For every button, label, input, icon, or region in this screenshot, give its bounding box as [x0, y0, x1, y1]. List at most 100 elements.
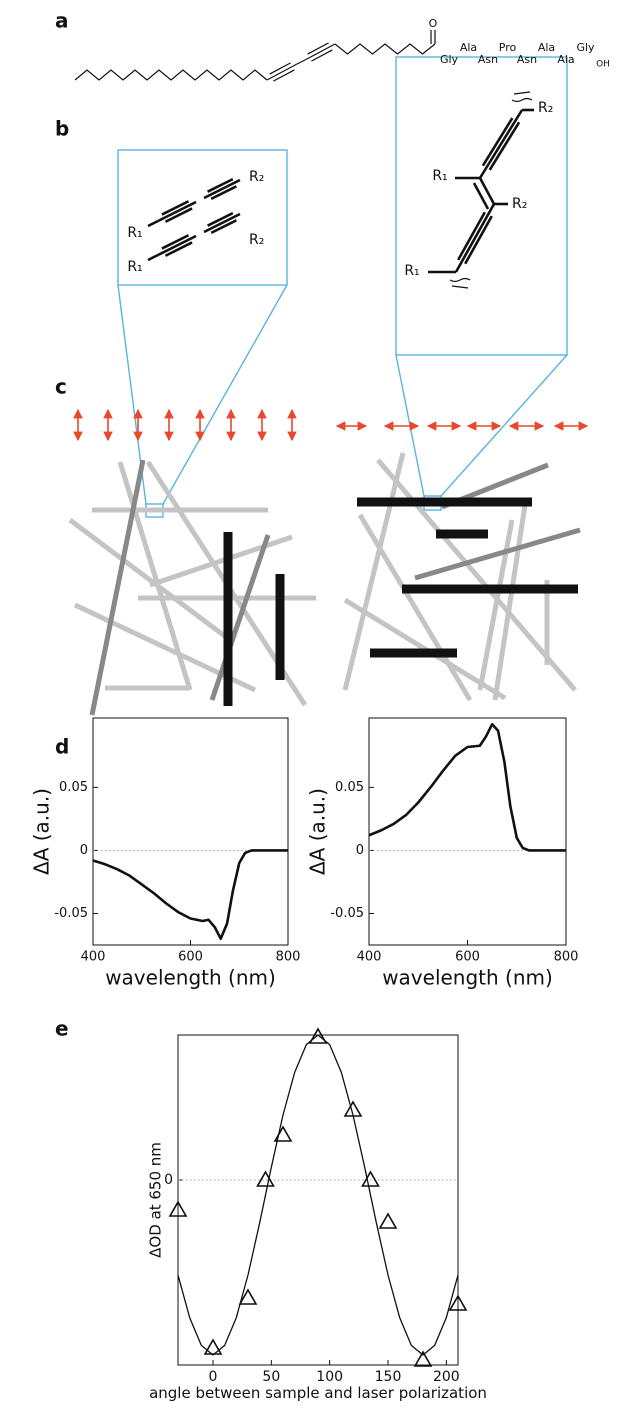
bond — [147, 219, 159, 228]
panel-label: b — [55, 117, 69, 141]
chart: 400 600 800 -0.05 0 0.05 wavelength (nm) ΔA (a.… — [30, 717, 301, 990]
fibers — [68, 452, 581, 716]
substituent-label: R₁ — [432, 168, 447, 184]
x-tick-label: 0 — [209, 1369, 218, 1385]
x-axis-label: angle between sample and laser polarizat… — [149, 1384, 487, 1402]
x-tick-label: 600 — [178, 950, 203, 965]
polarization-arrows — [73, 408, 589, 442]
bond — [207, 211, 234, 227]
y-tick-label: 0 — [80, 843, 88, 858]
residue-label: Asn — [478, 53, 498, 66]
wavy-bond — [511, 91, 533, 103]
data-point — [343, 1100, 363, 1117]
bond — [164, 207, 193, 223]
data-point — [256, 1170, 275, 1187]
bond — [481, 117, 514, 167]
bond — [203, 178, 241, 200]
substituent-label: R₂ — [249, 232, 264, 248]
data-line — [93, 849, 288, 940]
panel-label: d — [55, 735, 69, 759]
y-axis-label: ΔOD at 650 nm — [147, 1142, 165, 1258]
data-line — [178, 1035, 458, 1356]
x-tick-label: 800 — [276, 950, 301, 965]
residue-label: Asn — [517, 53, 537, 66]
panel-label: a — [55, 9, 69, 33]
bond — [273, 69, 295, 82]
y-tick-label: 0 — [356, 843, 364, 858]
data-point — [413, 1350, 433, 1367]
data-point — [361, 1170, 380, 1187]
atom-label: O — [429, 17, 438, 30]
residue-label: Gly — [440, 53, 459, 66]
x-tick-label: 400 — [357, 950, 382, 965]
bond — [478, 109, 524, 179]
y-axis-label: ΔA (a.u.) — [30, 788, 54, 875]
chart: 400 600 800 -0.05 0 0.05 wavelength (nm) ΔA (a.… — [306, 717, 579, 990]
x-tick-label: 800 — [554, 950, 579, 965]
substituent-label: R₁ — [404, 263, 419, 279]
y-tick-label: 0.05 — [335, 780, 364, 795]
x-tick-label: 400 — [81, 950, 106, 965]
bond — [161, 200, 190, 216]
plot-frame — [368, 717, 567, 946]
bond — [334, 43, 436, 55]
bond — [157, 234, 197, 257]
data-line — [369, 723, 566, 852]
y-tick-label: -0.05 — [330, 906, 364, 921]
bond — [210, 185, 237, 201]
plot-frame — [92, 717, 289, 946]
bond — [164, 241, 193, 257]
residue-label: Ala — [460, 41, 477, 54]
x-tick-label: 200 — [433, 1369, 460, 1385]
data-point — [273, 1125, 293, 1142]
residue-label: Ala — [538, 41, 555, 54]
bond — [304, 43, 336, 61]
panel-label: e — [55, 1017, 69, 1041]
substituent-label: R₂ — [249, 169, 264, 185]
residue-label: Pro — [499, 41, 517, 54]
terminus-label: OH — [596, 60, 610, 70]
data-point — [168, 1200, 188, 1217]
data-point — [308, 1027, 328, 1044]
substituent-label: R₁ — [127, 225, 142, 241]
x-axis-label: wavelength (nm) — [105, 966, 276, 990]
substituent-label: R₂ — [512, 196, 527, 212]
y-axis-label: ΔA (a.u.) — [306, 788, 330, 875]
zoom-box — [117, 56, 568, 518]
y-tick-label: 0 — [164, 1172, 173, 1188]
bond — [457, 211, 486, 261]
bond — [464, 215, 493, 265]
bond — [454, 203, 496, 273]
data-point — [378, 1212, 398, 1229]
bond — [207, 177, 234, 193]
bond — [269, 62, 291, 75]
x-tick-label: 50 — [262, 1369, 280, 1385]
x-tick-label: 100 — [316, 1369, 343, 1385]
x-tick-label: 150 — [375, 1369, 402, 1385]
bond — [307, 42, 329, 55]
wavy-bond — [449, 277, 471, 289]
bond — [74, 69, 268, 81]
bond — [478, 177, 496, 205]
chemical-structure — [74, 30, 436, 82]
bond — [472, 182, 490, 210]
bond — [311, 49, 333, 62]
residue-label: Gly — [576, 41, 595, 54]
data-point — [238, 1288, 258, 1305]
bond — [157, 200, 197, 223]
bond — [266, 63, 298, 81]
bond — [488, 121, 521, 171]
data-point — [203, 1338, 223, 1355]
substituent-label: R₂ — [538, 100, 553, 116]
y-tick-label: -0.05 — [54, 906, 88, 921]
substituent-label: R₁ — [127, 259, 142, 275]
bond — [203, 212, 241, 234]
residue-label: Ala — [557, 53, 574, 66]
bond — [210, 219, 237, 235]
molecule-drawing — [147, 91, 534, 289]
plot-frame — [177, 1034, 459, 1366]
bond — [161, 234, 190, 250]
x-axis-label: wavelength (nm) — [382, 966, 553, 990]
